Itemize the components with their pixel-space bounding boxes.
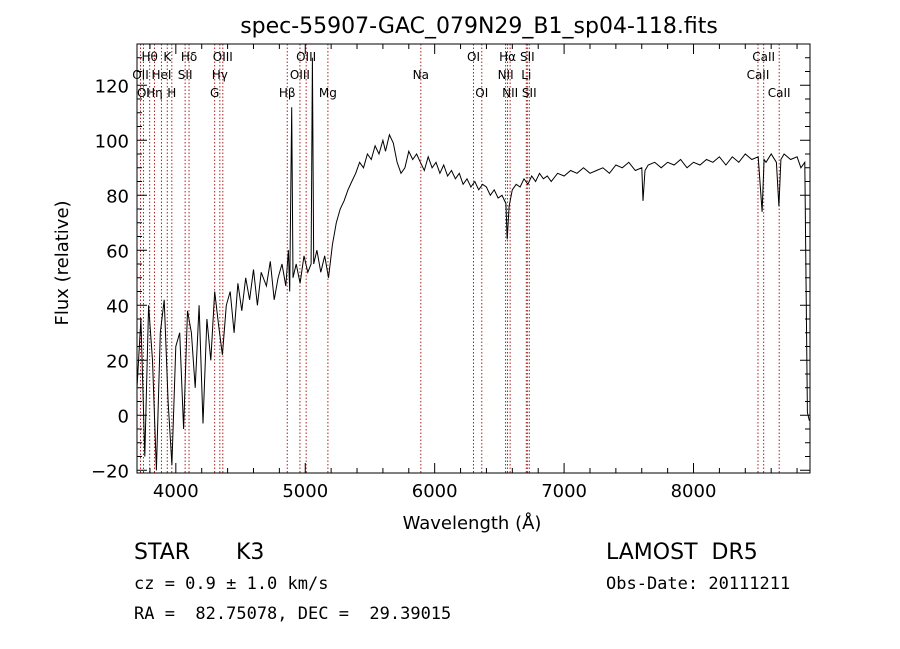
line-label: Li — [521, 68, 531, 82]
y-axis-label: Flux (relative) — [52, 200, 73, 325]
line-label: OI — [475, 86, 488, 100]
y-tick-label: 40 — [106, 296, 129, 317]
line-label: HeI — [151, 68, 171, 82]
observation-date: Obs-Date: 20111211 — [606, 574, 791, 594]
x-tick-label: 4000 — [153, 481, 199, 502]
x-tick-label: 6000 — [412, 481, 458, 502]
y-tick-label: 20 — [106, 351, 129, 372]
y-tick-label: −20 — [91, 461, 129, 482]
line-label: CaII — [747, 68, 770, 82]
y-tick-label: 60 — [106, 241, 129, 262]
line-label: Na — [413, 68, 429, 82]
spectrum-line — [136, 57, 810, 471]
y-tick-label: 120 — [95, 76, 129, 97]
line-label: NII — [498, 68, 514, 82]
line-label: CaII — [768, 86, 791, 100]
line-label: H — [167, 86, 176, 100]
y-tick-label: 80 — [106, 186, 129, 207]
line-label: SII — [178, 68, 193, 82]
line-label: Hθ — [141, 50, 157, 64]
line-label: Mg — [319, 86, 337, 100]
line-label: OI — [467, 50, 480, 64]
line-label: OIII — [296, 50, 316, 64]
emission-line-labels: OIIOIHθHηHeIKHSIIHδGHγOIIIHβOIIIOIIIMgNa… — [132, 50, 790, 100]
line-label: Hβ — [279, 86, 296, 100]
line-label: OI — [137, 86, 150, 100]
plot-frame — [136, 43, 811, 474]
y-tick-label: 100 — [95, 131, 129, 152]
object-class: STAR — [134, 540, 191, 565]
x-tick-label: 7000 — [541, 481, 587, 502]
line-label: OIII — [290, 68, 310, 82]
x-tick-label: 5000 — [282, 481, 328, 502]
line-label: K — [163, 50, 172, 64]
line-label: Hη — [146, 86, 163, 100]
line-label: G — [210, 86, 219, 100]
coordinates: RA = 82.75078, DEC = 29.39015 — [134, 604, 452, 624]
line-label: OII — [132, 68, 149, 82]
line-label: NII — [502, 86, 518, 100]
x-axis-ticks: 4000 5000 6000 7000 8000 — [149, 44, 798, 502]
line-label: Hδ — [181, 50, 197, 64]
chart-title: spec-55907-GAC_079N29_B1_sp04-118.fits — [240, 14, 718, 39]
survey-name: LAMOST DR5 — [606, 540, 758, 565]
line-label: SII — [522, 86, 537, 100]
x-axis-label: Wavelength (Å) — [403, 512, 542, 534]
line-label: SII — [520, 50, 535, 64]
emission-line-markers — [139, 44, 780, 473]
object-subclass: K3 — [236, 540, 265, 565]
redshift-velocity: cz = 0.9 ± 1.0 km/s — [134, 574, 329, 594]
line-label: Hα — [499, 50, 516, 64]
line-label: OIII — [213, 50, 233, 64]
x-tick-label: 8000 — [671, 481, 717, 502]
y-tick-label: 0 — [118, 406, 129, 427]
line-label: Hγ — [212, 68, 228, 82]
y-axis-ticks: −20 0 20 40 60 80 100 120 — [91, 57, 810, 482]
line-label: CaII — [752, 50, 775, 64]
